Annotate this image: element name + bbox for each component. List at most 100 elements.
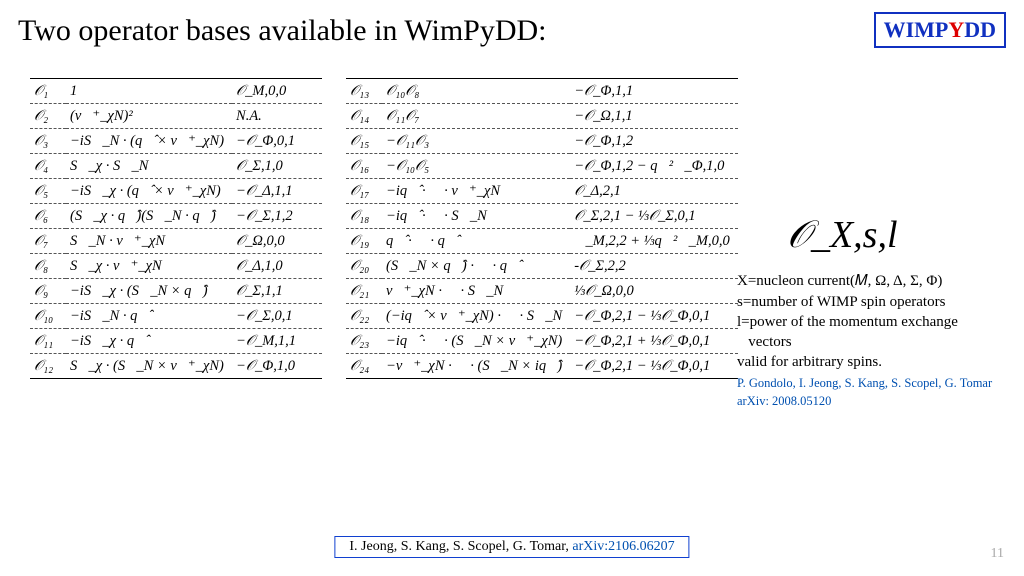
cell-res: −𝒪_Φ,0,1 <box>232 129 322 154</box>
cell-expr: −v⃗⁺_χN · 𝒮 · (S⃗_N × iq⃗̂) <box>382 354 570 379</box>
table-row: 𝒪₆(S⃗_χ · q⃗̂)(S⃗_N · q⃗̂)−𝒪_Σ,1,2 <box>30 204 322 229</box>
cell-op: 𝒪₈ <box>30 254 66 279</box>
logo-part1: WIMP <box>884 17 949 42</box>
cell-expr: −iS⃗_χ · (q⃗̂ × v⃗⁺_χN) <box>66 179 232 204</box>
cell-res: −𝒪_Φ,2,1 − ⅓𝒪_Φ,0,1 <box>570 354 738 379</box>
footer-authors: I. Jeong, S. Kang, S. Scopel, G. Tomar, <box>349 539 572 554</box>
cell-op: 𝒪₂₄ <box>346 354 382 379</box>
cell-res: 𝒪_Σ,2,1 − ⅓𝒪_Σ,0,1 <box>570 204 738 229</box>
side-line-x: X=nucleon current(𝑀, Ω, Δ, Σ, Φ) <box>737 271 1002 291</box>
cell-expr: −iq⃗̂ · 𝒮 · (S⃗_N × v⃗⁺_χN) <box>382 329 570 354</box>
cell-res: −𝒪_Φ,2,1 + ⅓𝒪_Φ,0,1 <box>570 329 738 354</box>
cell-op: 𝒪₂₃ <box>346 329 382 354</box>
cell-expr: S⃗_χ · v⃗⁺_χN <box>66 254 232 279</box>
table-row: 𝒪₇S⃗_N · v⃗⁺_χN𝒪_Ω,0,0 <box>30 229 322 254</box>
cell-op: 𝒪₁₅ <box>346 129 382 154</box>
cell-expr: −iS⃗_χ · q⃗̂ <box>66 329 232 354</box>
cell-expr: −𝒪₁₀𝒪₅ <box>382 154 570 179</box>
table-row: 𝒪₂(v⃗⁺_χN)²N.A. <box>30 104 322 129</box>
table-row: 𝒪₁₁−iS⃗_χ · q⃗̂−𝒪_M,1,1 <box>30 329 322 354</box>
cell-res: −𝒪_Φ,1,0 <box>232 354 322 379</box>
side-line-l2: vectors <box>737 332 1002 352</box>
side-line-l: l=power of the momentum exchange <box>737 312 1002 332</box>
page-number: 11 <box>991 546 1004 562</box>
cell-res: 𝒪_Δ,1,0 <box>232 254 322 279</box>
table-row: 𝒪₁₆−𝒪₁₀𝒪₅−𝒪_Φ,1,2 − q⃗²𝒪_Φ,1,0 <box>346 154 738 179</box>
slide-title: Two operator bases available in WimPyDD: <box>18 14 547 48</box>
cell-res: −𝒪_M,1,1 <box>232 329 322 354</box>
cell-op: 𝒪₉ <box>30 279 66 304</box>
table-row: 𝒪₁₄𝒪₁₁𝒪₇−𝒪_Ω,1,1 <box>346 104 738 129</box>
cell-op: 𝒪₁₉ <box>346 229 382 254</box>
cell-op: 𝒪₁₇ <box>346 179 382 204</box>
cell-res: ⅓𝒪_Ω,0,0 <box>570 279 738 304</box>
side-notation: 𝒪_X,s,l X=nucleon current(𝑀, Ω, Δ, Σ, Φ)… <box>737 210 1002 410</box>
cell-expr: (S⃗_χ · q⃗̂)(S⃗_N · q⃗̂) <box>66 204 232 229</box>
cell-op: 𝒪₁₈ <box>346 204 382 229</box>
cell-res: -𝒪_Σ,2,2 <box>570 254 738 279</box>
side-line-s: s=number of WIMP spin operators <box>737 292 1002 312</box>
table-row: 𝒪₉−iS⃗_χ · (S⃗_N × q⃗̂)𝒪_Σ,1,1 <box>30 279 322 304</box>
cell-expr: S⃗_χ · (S⃗_N × v⃗⁺_χN) <box>66 354 232 379</box>
cell-res: −𝒪_Σ,1,2 <box>232 204 322 229</box>
cell-op: 𝒪₁ <box>30 79 66 104</box>
table-row: 𝒪₅−iS⃗_χ · (q⃗̂ × v⃗⁺_χN)−𝒪_Δ,1,1 <box>30 179 322 204</box>
table-row: 𝒪₂₂(−iq⃗̂ × v⃗⁺_χN) · 𝒮 · S⃗_N−𝒪_Φ,2,1 −… <box>346 304 738 329</box>
cell-res: −𝒪_Φ,2,1 − ⅓𝒪_Φ,0,1 <box>570 304 738 329</box>
logo-mid: Y <box>948 17 964 42</box>
cell-op: 𝒪₁₀ <box>30 304 66 329</box>
cell-expr: −iq⃗̂ · 𝒮 · v⃗⁺_χN <box>382 179 570 204</box>
cell-res: −𝒪_Δ,1,1 <box>232 179 322 204</box>
cell-res: 𝒪_M,0,0 <box>232 79 322 104</box>
table-row: 𝒪₁1𝒪_M,0,0 <box>30 79 322 104</box>
operator-symbol: 𝒪_X,s,l <box>737 210 1002 261</box>
table-row: 𝒪₁₃𝒪₁₀𝒪₈−𝒪_Φ,1,1 <box>346 79 738 104</box>
cell-expr: −iS⃗_χ · (S⃗_N × q⃗̂) <box>66 279 232 304</box>
table-row: 𝒪₁₇−iq⃗̂ · 𝒮 · v⃗⁺_χN𝒪_Δ,2,1 <box>346 179 738 204</box>
side-line-valid: valid for arbitrary spins. <box>737 352 1002 372</box>
cell-res: 𝒪_Σ,1,1 <box>232 279 322 304</box>
cell-res: −𝒪_Ω,1,1 <box>570 104 738 129</box>
operator-tables: 𝒪₁1𝒪_M,0,0𝒪₂(v⃗⁺_χN)²N.A.𝒪₃−iS⃗_N · (q⃗̂… <box>30 78 738 379</box>
cell-expr: −iS⃗_N · q⃗̂ <box>66 304 232 329</box>
cell-expr: (v⃗⁺_χN)² <box>66 104 232 129</box>
cell-expr: (S⃗_N × q⃗̂) · 𝒮 · q⃗̂ <box>382 254 570 279</box>
cell-res: −𝒪_Φ,1,2 <box>570 129 738 154</box>
table-row: 𝒪₁₉q⃗̂ · 𝒮 · q⃗̂𝒪_M,2,2 + ⅓q⃗²𝒪_M,0,0 <box>346 229 738 254</box>
table-row: 𝒪₂₁v⃗⁺_χN · 𝒮 · S⃗_N⅓𝒪_Ω,0,0 <box>346 279 738 304</box>
cell-op: 𝒪₂ <box>30 104 66 129</box>
cell-res: 𝒪_Σ,1,0 <box>232 154 322 179</box>
cell-expr: q⃗̂ · 𝒮 · q⃗̂ <box>382 229 570 254</box>
cell-expr: −iS⃗_N · (q⃗̂ × v⃗⁺_χN) <box>66 129 232 154</box>
cell-expr: v⃗⁺_χN · 𝒮 · S⃗_N <box>382 279 570 304</box>
cell-op: 𝒪₁₃ <box>346 79 382 104</box>
cell-expr: S⃗_χ · S⃗_N <box>66 154 232 179</box>
wimpydd-logo: WIMPYDD <box>874 12 1006 48</box>
cell-res: 𝒪_M,2,2 + ⅓q⃗²𝒪_M,0,0 <box>570 229 738 254</box>
table-row: 𝒪₁₂S⃗_χ · (S⃗_N × v⃗⁺_χN)−𝒪_Φ,1,0 <box>30 354 322 379</box>
cell-res: −𝒪_Φ,1,2 − q⃗²𝒪_Φ,1,0 <box>570 154 738 179</box>
table-row: 𝒪₄S⃗_χ · S⃗_N𝒪_Σ,1,0 <box>30 154 322 179</box>
cell-op: 𝒪₁₂ <box>30 354 66 379</box>
cell-op: 𝒪₅ <box>30 179 66 204</box>
cell-res: 𝒪_Ω,0,0 <box>232 229 322 254</box>
table-row: 𝒪₂₀(S⃗_N × q⃗̂) · 𝒮 · q⃗̂-𝒪_Σ,2,2 <box>346 254 738 279</box>
cell-expr: 𝒪₁₀𝒪₈ <box>382 79 570 104</box>
cell-expr: (−iq⃗̂ × v⃗⁺_χN) · 𝒮 · S⃗_N <box>382 304 570 329</box>
cell-op: 𝒪₁₄ <box>346 104 382 129</box>
cell-res: N.A. <box>232 104 322 129</box>
table-row: 𝒪₃−iS⃗_N · (q⃗̂ × v⃗⁺_χN)−𝒪_Φ,0,1 <box>30 129 322 154</box>
cell-op: 𝒪₂₁ <box>346 279 382 304</box>
operator-table-2: 𝒪₁₃𝒪₁₀𝒪₈−𝒪_Φ,1,1𝒪₁₄𝒪₁₁𝒪₇−𝒪_Ω,1,1𝒪₁₅−𝒪₁₁𝒪… <box>346 78 738 379</box>
cell-res: −𝒪_Φ,1,1 <box>570 79 738 104</box>
cell-op: 𝒪₆ <box>30 204 66 229</box>
table-row: 𝒪₂₄−v⃗⁺_χN · 𝒮 · (S⃗_N × iq⃗̂)−𝒪_Φ,2,1 −… <box>346 354 738 379</box>
side-ref-arxiv: arXiv: 2008.05120 <box>737 393 1002 410</box>
operator-table-1: 𝒪₁1𝒪_M,0,0𝒪₂(v⃗⁺_χN)²N.A.𝒪₃−iS⃗_N · (q⃗̂… <box>30 78 322 379</box>
cell-op: 𝒪₂₂ <box>346 304 382 329</box>
cell-expr: −𝒪₁₁𝒪₃ <box>382 129 570 154</box>
cell-op: 𝒪₃ <box>30 129 66 154</box>
table-row: 𝒪₁₅−𝒪₁₁𝒪₃−𝒪_Φ,1,2 <box>346 129 738 154</box>
table-row: 𝒪₁₀−iS⃗_N · q⃗̂−𝒪_Σ,0,1 <box>30 304 322 329</box>
table-row: 𝒪₂₃−iq⃗̂ · 𝒮 · (S⃗_N × v⃗⁺_χN)−𝒪_Φ,2,1 +… <box>346 329 738 354</box>
